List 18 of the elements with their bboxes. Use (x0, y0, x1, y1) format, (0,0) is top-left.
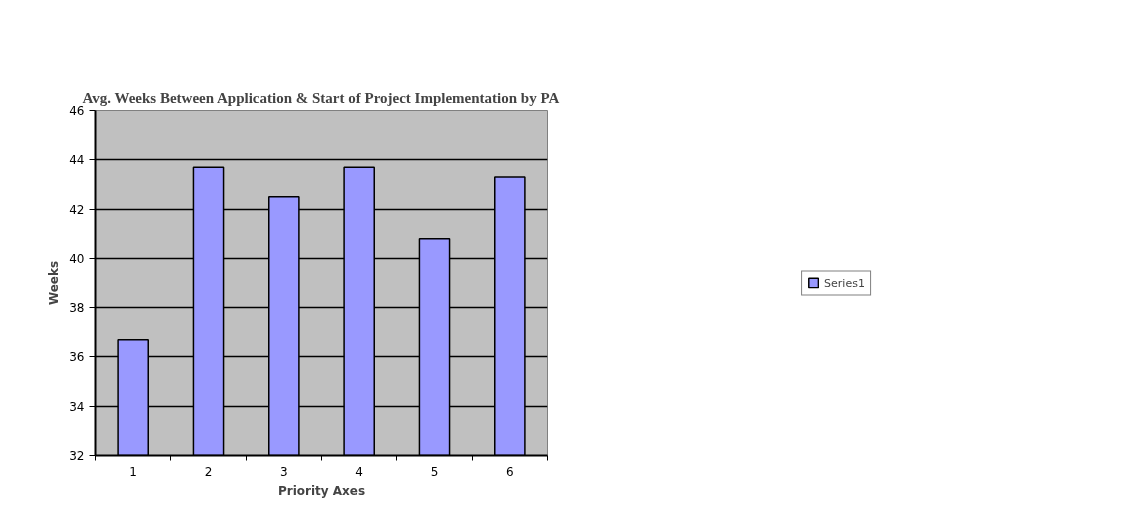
y-tick-label: 46 (69, 104, 85, 118)
y-tick-label: 42 (69, 202, 85, 217)
x-tick-label: 3 (280, 464, 288, 479)
x-tick-label: 1 (129, 464, 137, 479)
chart-title: Avg. Weeks Between Application & Start of Project Implementation by PA (82, 89, 560, 106)
legend-label: Series1 (824, 276, 865, 289)
y-tick-label: 34 (69, 399, 85, 414)
x-tick-label: 2 (204, 464, 213, 479)
y-tick-label: 40 (69, 251, 85, 266)
y-axis-title: Weeks (47, 260, 62, 306)
y-tick-label: 44 (69, 153, 85, 168)
y-tick-label: 38 (69, 301, 85, 316)
y-tick-label: 32 (69, 449, 85, 463)
x-tick-label: 4 (355, 464, 363, 479)
x-tick-label: 6 (506, 464, 514, 479)
x-axis-title: Priority Axes (277, 483, 366, 498)
x-tick-label: 5 (430, 464, 439, 479)
y-tick-label: 36 (69, 350, 85, 365)
